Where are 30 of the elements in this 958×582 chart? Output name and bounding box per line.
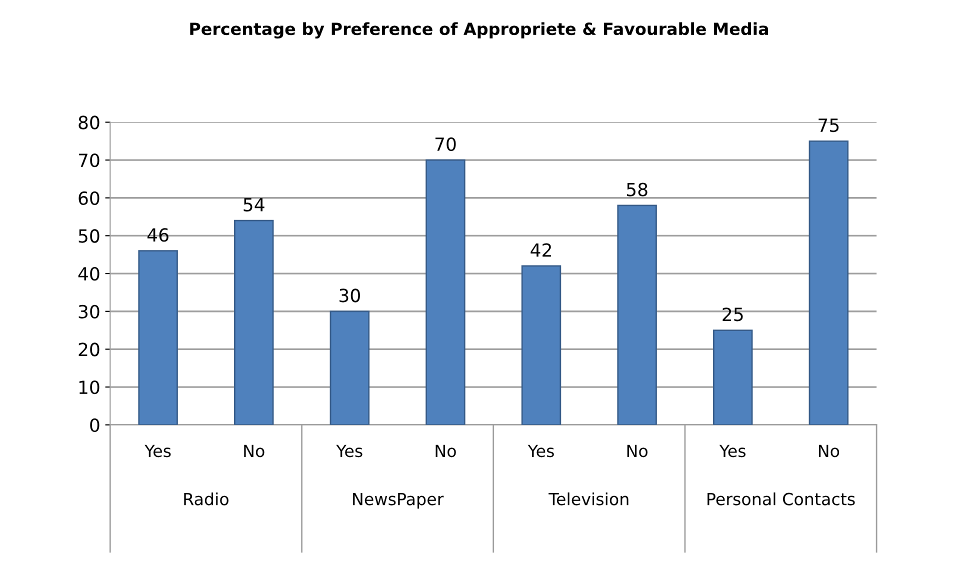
- text: Television: [548, 492, 628, 506]
- y-tick-label: 0: [90, 418, 100, 432]
- x-tick-label: No: [818, 444, 840, 458]
- data-label: 42: [530, 243, 551, 257]
- chart-title: Percentage by Preference of Appropriete & Favourable Media: [190, 22, 768, 39]
- data-label: 75: [818, 118, 839, 132]
- y-tick-label: 10: [79, 380, 100, 394]
- data-label: 58: [626, 182, 648, 196]
- x-tick-label: No: [436, 444, 456, 458]
- data-label: 25: [722, 308, 743, 322]
- y-tick-label: 80: [78, 116, 100, 130]
- y-tick-label: 40: [78, 267, 100, 281]
- y-tick-label: 30: [78, 304, 100, 318]
- y-tick-label: 70: [78, 154, 100, 168]
- x-tick-label: No: [627, 444, 648, 458]
- x-tick-label: Yes: [144, 444, 171, 458]
- data-label: 70: [435, 137, 456, 151]
- data-label: 54: [244, 198, 264, 212]
- data-label: 46: [147, 228, 168, 242]
- y-tick-label: 60: [78, 191, 100, 205]
- y-tick-label: 20: [78, 342, 100, 356]
- text: Radio: [184, 492, 228, 506]
- text: NewsPaper: [353, 492, 444, 509]
- x-tick-label: No: [244, 444, 264, 458]
- x-tick-label: Yes: [336, 444, 362, 458]
- x-tick-label: Yes: [528, 444, 554, 458]
- data-label: 30: [340, 288, 360, 302]
- y-tick-label: 50: [78, 229, 100, 243]
- x-tick-label: Yes: [719, 444, 746, 458]
- text: Personal Contacts: [708, 492, 855, 506]
